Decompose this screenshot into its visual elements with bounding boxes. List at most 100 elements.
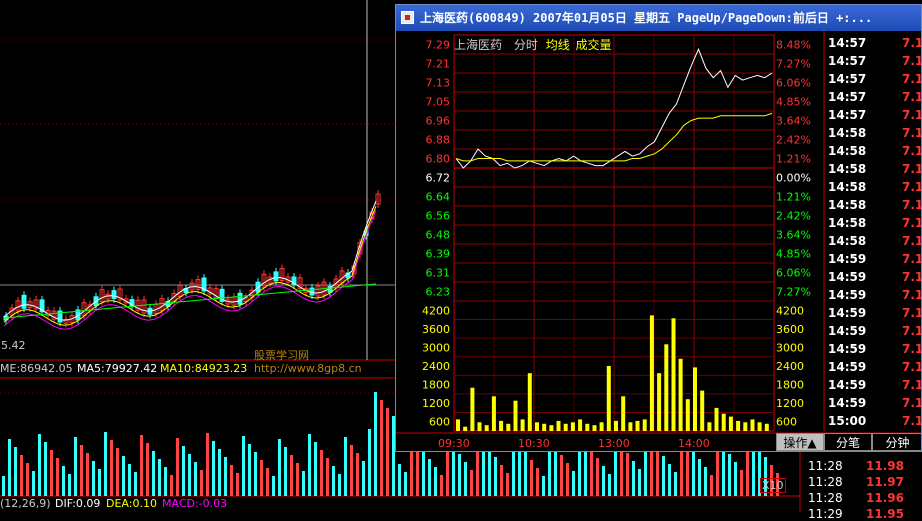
- bg-macd-bar: [560, 455, 563, 496]
- price-tick-label: 6.72: [426, 172, 451, 185]
- tick-price: 7.1: [902, 252, 922, 266]
- bg-macd-bar: [140, 435, 143, 496]
- tick-time: 14:57: [828, 108, 866, 122]
- volume-bar: [714, 407, 719, 431]
- bg-macd-bar: [38, 434, 41, 496]
- volume-bar: [520, 419, 525, 431]
- bg-macd-bar: [704, 467, 707, 496]
- window-title-bar[interactable]: 上海医药(600849) 2007年01月05日 星期五 PageUp/Page…: [396, 5, 921, 31]
- bg-macd-bar: [506, 473, 509, 496]
- bg-macd-bar: [170, 475, 173, 496]
- bg-macd-bar: [482, 441, 485, 496]
- volume-tick-label-right: 4200: [776, 304, 804, 317]
- bg-macd-bar: [332, 466, 335, 496]
- tick-price: 7.1: [902, 162, 922, 176]
- bg-candle-body: [141, 299, 147, 314]
- bg-macd-bar: [488, 449, 491, 496]
- bg-macd-bar: [230, 465, 233, 496]
- bg-macd-bar: [686, 443, 689, 496]
- tab-ticks[interactable]: 分笔: [824, 433, 872, 451]
- background-ma-line-yellow: [3, 205, 377, 326]
- bg-macd-bar: [536, 468, 539, 496]
- bg-candle-body: [63, 318, 69, 324]
- tick-price: 7.1: [902, 108, 922, 122]
- percent-tick-label: 4.85%: [776, 248, 811, 261]
- bg-candle-body: [237, 292, 243, 305]
- tab-minute[interactable]: 分钟: [872, 433, 921, 451]
- volume-tick-label-right: 1800: [776, 379, 804, 392]
- bg-candle-body: [273, 271, 279, 282]
- intraday-window[interactable]: 上海医药(600849) 2007年01月05日 星期五 PageUp/Page…: [395, 4, 922, 452]
- volume-tick-label: 1200: [422, 397, 450, 410]
- volume-bar: [743, 422, 748, 431]
- tick-time: 14:57: [828, 36, 866, 50]
- tick-tabs: 操作▲ 分笔 分钟: [776, 433, 921, 451]
- bg-macd-bar: [338, 474, 341, 496]
- x10-label[interactable]: X10: [760, 478, 786, 493]
- bg-macd-bar: [674, 472, 677, 496]
- bg-macd-bar: [368, 429, 371, 496]
- volume-bar: [678, 358, 683, 431]
- bg-macd-bar: [188, 454, 191, 496]
- bg-macd-bar: [758, 449, 761, 496]
- volume-bar: [693, 367, 697, 431]
- bg-candle-body: [279, 267, 285, 281]
- volume-bar: [463, 426, 468, 431]
- chart-mode: 分时: [513, 38, 538, 52]
- bg-candle-body: [213, 288, 219, 299]
- price-tick-label: 6.64: [426, 191, 451, 204]
- bg-macd-bar: [734, 462, 737, 496]
- chart-stock-name: 上海医药: [454, 38, 503, 52]
- volume-bar: [542, 423, 547, 431]
- price-tick-label: 7.29: [426, 39, 451, 52]
- tab-operate[interactable]: 操作▲: [776, 433, 824, 451]
- bg-macd-bar: [608, 474, 611, 496]
- volume-bar: [685, 399, 690, 431]
- bg-macd-bar: [200, 470, 203, 496]
- intraday-chart[interactable]: 7.29 7.21 7.13 7.05 6.96 6.88 6.80 6.72 6.64 6.56…: [396, 31, 922, 452]
- volume-bar: [736, 420, 741, 431]
- bg-trade-time: 11:28: [808, 491, 843, 505]
- average-price-line: [455, 112, 773, 162]
- volume-tick-label: 3000: [422, 341, 450, 354]
- dif-value: DIF:0.09: [55, 497, 101, 510]
- volume-bar: [484, 425, 489, 431]
- percent-tick-label: 6.06%: [776, 77, 811, 90]
- price-tick-label: 6.88: [426, 134, 451, 147]
- volume-tick-label: 4200: [422, 304, 450, 317]
- volume-bar: [527, 373, 532, 431]
- bg-candle-body: [39, 299, 45, 313]
- volume-bar: [563, 423, 568, 431]
- tick-time: 14:58: [828, 162, 866, 176]
- bg-macd-bar: [212, 441, 215, 496]
- time-axis: 09:30 10:30 13:00 14:00: [438, 437, 710, 450]
- bg-macd-bar: [716, 438, 719, 496]
- percent-tick-label: 1.21%: [776, 153, 811, 166]
- bg-macd-bar: [626, 453, 629, 496]
- volume-bar: [621, 396, 626, 431]
- background-macd-bars: [2, 392, 779, 496]
- bg-candle-body: [375, 193, 381, 205]
- bg-macd-bar: [590, 450, 593, 496]
- tick-time: 14:58: [828, 234, 866, 248]
- volume-bar: [599, 422, 604, 431]
- bg-macd-bar: [164, 467, 167, 496]
- volume-bar: [757, 422, 762, 431]
- bg-macd-bar: [8, 439, 11, 496]
- bg-macd-bar: [350, 445, 353, 496]
- bg-macd-bar: [296, 463, 299, 496]
- price-tick-label: 6.56: [426, 210, 451, 223]
- bg-macd-bar: [320, 450, 323, 496]
- bg-macd-bar: [134, 472, 137, 496]
- bg-macd-bar: [572, 471, 575, 496]
- bg-macd-bar: [410, 435, 413, 496]
- volume-tick-label-right: 1200: [776, 397, 804, 410]
- volume-bar: [700, 390, 705, 431]
- bg-candle-body: [51, 310, 57, 320]
- volume-tick-label: 1800: [422, 379, 450, 392]
- price-tick-label: 7.13: [426, 77, 451, 90]
- percent-tick-label: 6.06%: [776, 267, 811, 280]
- volume-bar: [642, 419, 647, 431]
- chart-avg-label: 均线: [545, 38, 570, 52]
- bg-macd-bar: [644, 432, 647, 496]
